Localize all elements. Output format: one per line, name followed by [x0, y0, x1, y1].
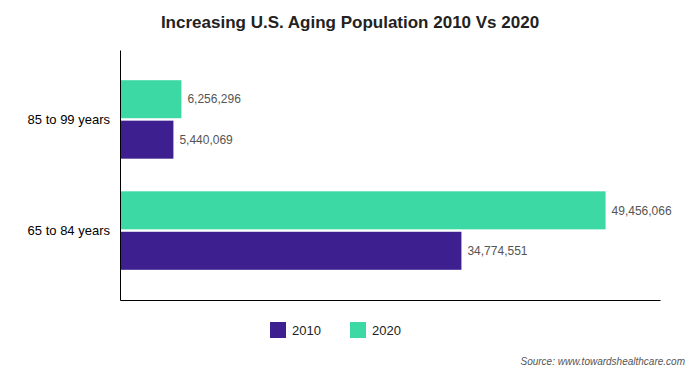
plot: 5,440,069 34,774,551 6,256,296 49,456,066 85…	[28, 51, 672, 301]
data-labels: 5,440,069 34,774,551 6,256,296 49,456,066	[179, 92, 672, 258]
annotation: Source: www.towardshealthcare.com	[520, 356, 685, 367]
data-label: 5,440,069	[179, 133, 233, 147]
legend-label: 2020	[372, 323, 401, 338]
y-tick: 85 to 99 years	[28, 112, 120, 127]
bar	[120, 80, 181, 118]
y-tick-label: 85 to 99 years	[28, 112, 111, 127]
y-tick-label: 65 to 84 years	[28, 223, 111, 238]
bar	[120, 121, 173, 159]
y-axis-line	[120, 51, 121, 301]
x-axis-line	[121, 300, 661, 301]
legend-item: 2010	[270, 322, 321, 338]
legend-swatch	[350, 322, 366, 338]
chart: Increasing U.S. Aging Population 2010 Vs…	[0, 0, 700, 375]
bars	[120, 80, 606, 270]
legend-label: 2010	[292, 323, 321, 338]
y-axis: 85 to 99 years 65 to 84 years	[28, 51, 121, 301]
legend: 2010 2020	[270, 322, 401, 338]
bar	[120, 191, 606, 229]
data-label: 49,456,066	[612, 204, 672, 218]
title: Increasing U.S. Aging Population 2010 Vs…	[161, 13, 539, 32]
data-label: 34,774,551	[467, 244, 527, 258]
bar	[120, 232, 461, 270]
data-label: 6,256,296	[187, 92, 241, 106]
legend-item: 2020	[350, 322, 401, 338]
x-axis	[121, 300, 661, 301]
legend-swatch	[270, 322, 286, 338]
y-tick: 65 to 84 years	[28, 223, 120, 238]
